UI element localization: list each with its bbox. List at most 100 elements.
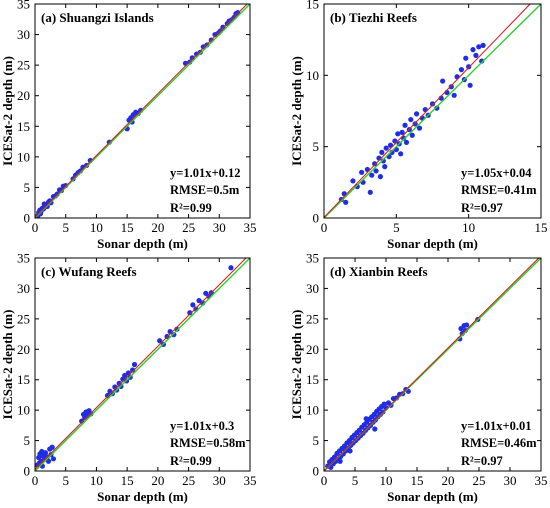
axes-frame xyxy=(323,257,542,472)
axes-frame xyxy=(34,3,251,219)
data-point xyxy=(197,49,203,55)
y-tick-label: 20 xyxy=(17,342,30,357)
y-tick-label: 35 xyxy=(17,0,30,12)
y-tick-label: 35 xyxy=(17,251,30,266)
data-point xyxy=(39,448,45,455)
y-tick-label: 10 xyxy=(306,403,319,418)
panel-2: 0 5 10 15 20 25 30 35 0 5 10 15 20 25 30 35 Sonar depth … xyxy=(0,251,257,505)
y-tick-label: 10 xyxy=(306,68,319,83)
x-tick-label: 25 xyxy=(182,473,195,488)
data-point xyxy=(416,125,423,131)
plot-contents xyxy=(324,4,541,218)
x-tick-label: 30 xyxy=(213,220,226,235)
data-point xyxy=(399,129,405,135)
axes-frame xyxy=(34,257,251,472)
y-tick-label: 10 xyxy=(17,403,30,418)
rmse-value: RMSE=0.58m xyxy=(170,436,246,450)
data-point xyxy=(403,139,410,145)
data-point xyxy=(104,392,111,399)
data-point xyxy=(398,151,404,157)
data-point xyxy=(372,426,378,432)
data-point xyxy=(189,55,195,61)
y-tick-label: 0 xyxy=(313,211,320,226)
regression-equation: y=1.01x+0.01 xyxy=(461,419,532,433)
data-point xyxy=(367,189,373,195)
x-axis-title: Sonar depth (m) xyxy=(97,489,188,504)
data-point xyxy=(409,132,415,138)
x-tick-label: 35 xyxy=(244,220,257,235)
data-point xyxy=(171,332,177,338)
data-point xyxy=(226,18,232,24)
data-point xyxy=(395,131,401,137)
y-tick-label: 20 xyxy=(306,342,319,357)
data-point xyxy=(220,24,226,30)
data-point xyxy=(463,55,469,61)
rmse-value: RMSE=0.41m xyxy=(461,183,537,197)
y-tick-label: 25 xyxy=(17,58,30,73)
data-point xyxy=(380,158,386,164)
x-tick-label: 25 xyxy=(182,220,195,235)
plot-contents xyxy=(35,258,250,471)
data-point xyxy=(41,201,47,207)
one-to-one-line xyxy=(35,258,250,471)
data-point xyxy=(470,47,476,53)
data-point xyxy=(480,42,486,48)
data-point xyxy=(466,64,472,70)
data-point xyxy=(347,448,353,454)
data-point xyxy=(467,82,473,88)
x-tick-label: 5 xyxy=(352,473,359,488)
x-axis-title: Sonar depth (m) xyxy=(97,236,188,251)
data-point xyxy=(50,456,57,462)
data-point xyxy=(379,149,385,155)
x-tick-label: 10 xyxy=(90,220,103,235)
y-tick-label: 35 xyxy=(306,251,319,266)
x-tick-label: 5 xyxy=(393,220,400,235)
data-point xyxy=(429,101,436,107)
x-tick-label: 15 xyxy=(121,473,134,488)
y-tick-label: 10 xyxy=(17,149,30,164)
data-point xyxy=(354,184,360,190)
data-point xyxy=(408,116,414,123)
panel-0: 0 5 10 15 20 25 30 35 0 5 10 15 20 25 30 35 Sonar depth … xyxy=(0,0,257,251)
data-point xyxy=(373,168,379,174)
data-point xyxy=(359,169,365,175)
y-tick-label: 15 xyxy=(17,372,30,387)
data-point xyxy=(434,105,440,111)
data-point xyxy=(190,302,196,308)
data-point xyxy=(464,322,470,328)
panel-title: (d) Xianbin Reefs xyxy=(330,264,428,279)
x-tick-label: 10 xyxy=(462,220,475,235)
x-tick-label: 0 xyxy=(32,220,39,235)
y-tick-label: 0 xyxy=(24,211,31,226)
axes-frame xyxy=(323,3,542,219)
x-tick-label: 0 xyxy=(32,473,39,488)
panel-title: (a) Shuangzi Islands xyxy=(41,10,154,25)
y-tick-label: 0 xyxy=(24,464,31,479)
data-point xyxy=(402,122,408,128)
data-point xyxy=(36,460,42,466)
x-tick-label: 5 xyxy=(62,220,69,235)
x-tick-label: 5 xyxy=(62,473,69,488)
y-tick-label: 30 xyxy=(17,27,30,42)
data-point xyxy=(79,418,85,424)
data-point xyxy=(413,111,420,117)
y-tick-label: 5 xyxy=(313,139,320,154)
x-tick-label: 15 xyxy=(535,220,548,235)
data-point xyxy=(45,458,52,464)
plot-contents xyxy=(35,4,250,218)
r-squared-value: R²=0.97 xyxy=(461,454,503,468)
x-tick-label: 25 xyxy=(473,473,486,488)
x-tick-label: 35 xyxy=(244,473,257,488)
plot-contents xyxy=(324,258,541,471)
rmse-value: RMSE=0.5m xyxy=(170,183,240,197)
y-tick-label: 5 xyxy=(313,433,320,448)
x-tick-label: 20 xyxy=(151,473,164,488)
data-point xyxy=(372,161,378,167)
r-squared-value: R²=0.97 xyxy=(461,201,503,215)
rmse-value: RMSE=0.46m xyxy=(461,436,537,450)
data-point xyxy=(131,361,138,368)
data-point xyxy=(473,52,479,58)
data-point xyxy=(337,458,343,464)
y-tick-label: 15 xyxy=(306,0,319,12)
y-tick-label: 5 xyxy=(24,180,31,195)
